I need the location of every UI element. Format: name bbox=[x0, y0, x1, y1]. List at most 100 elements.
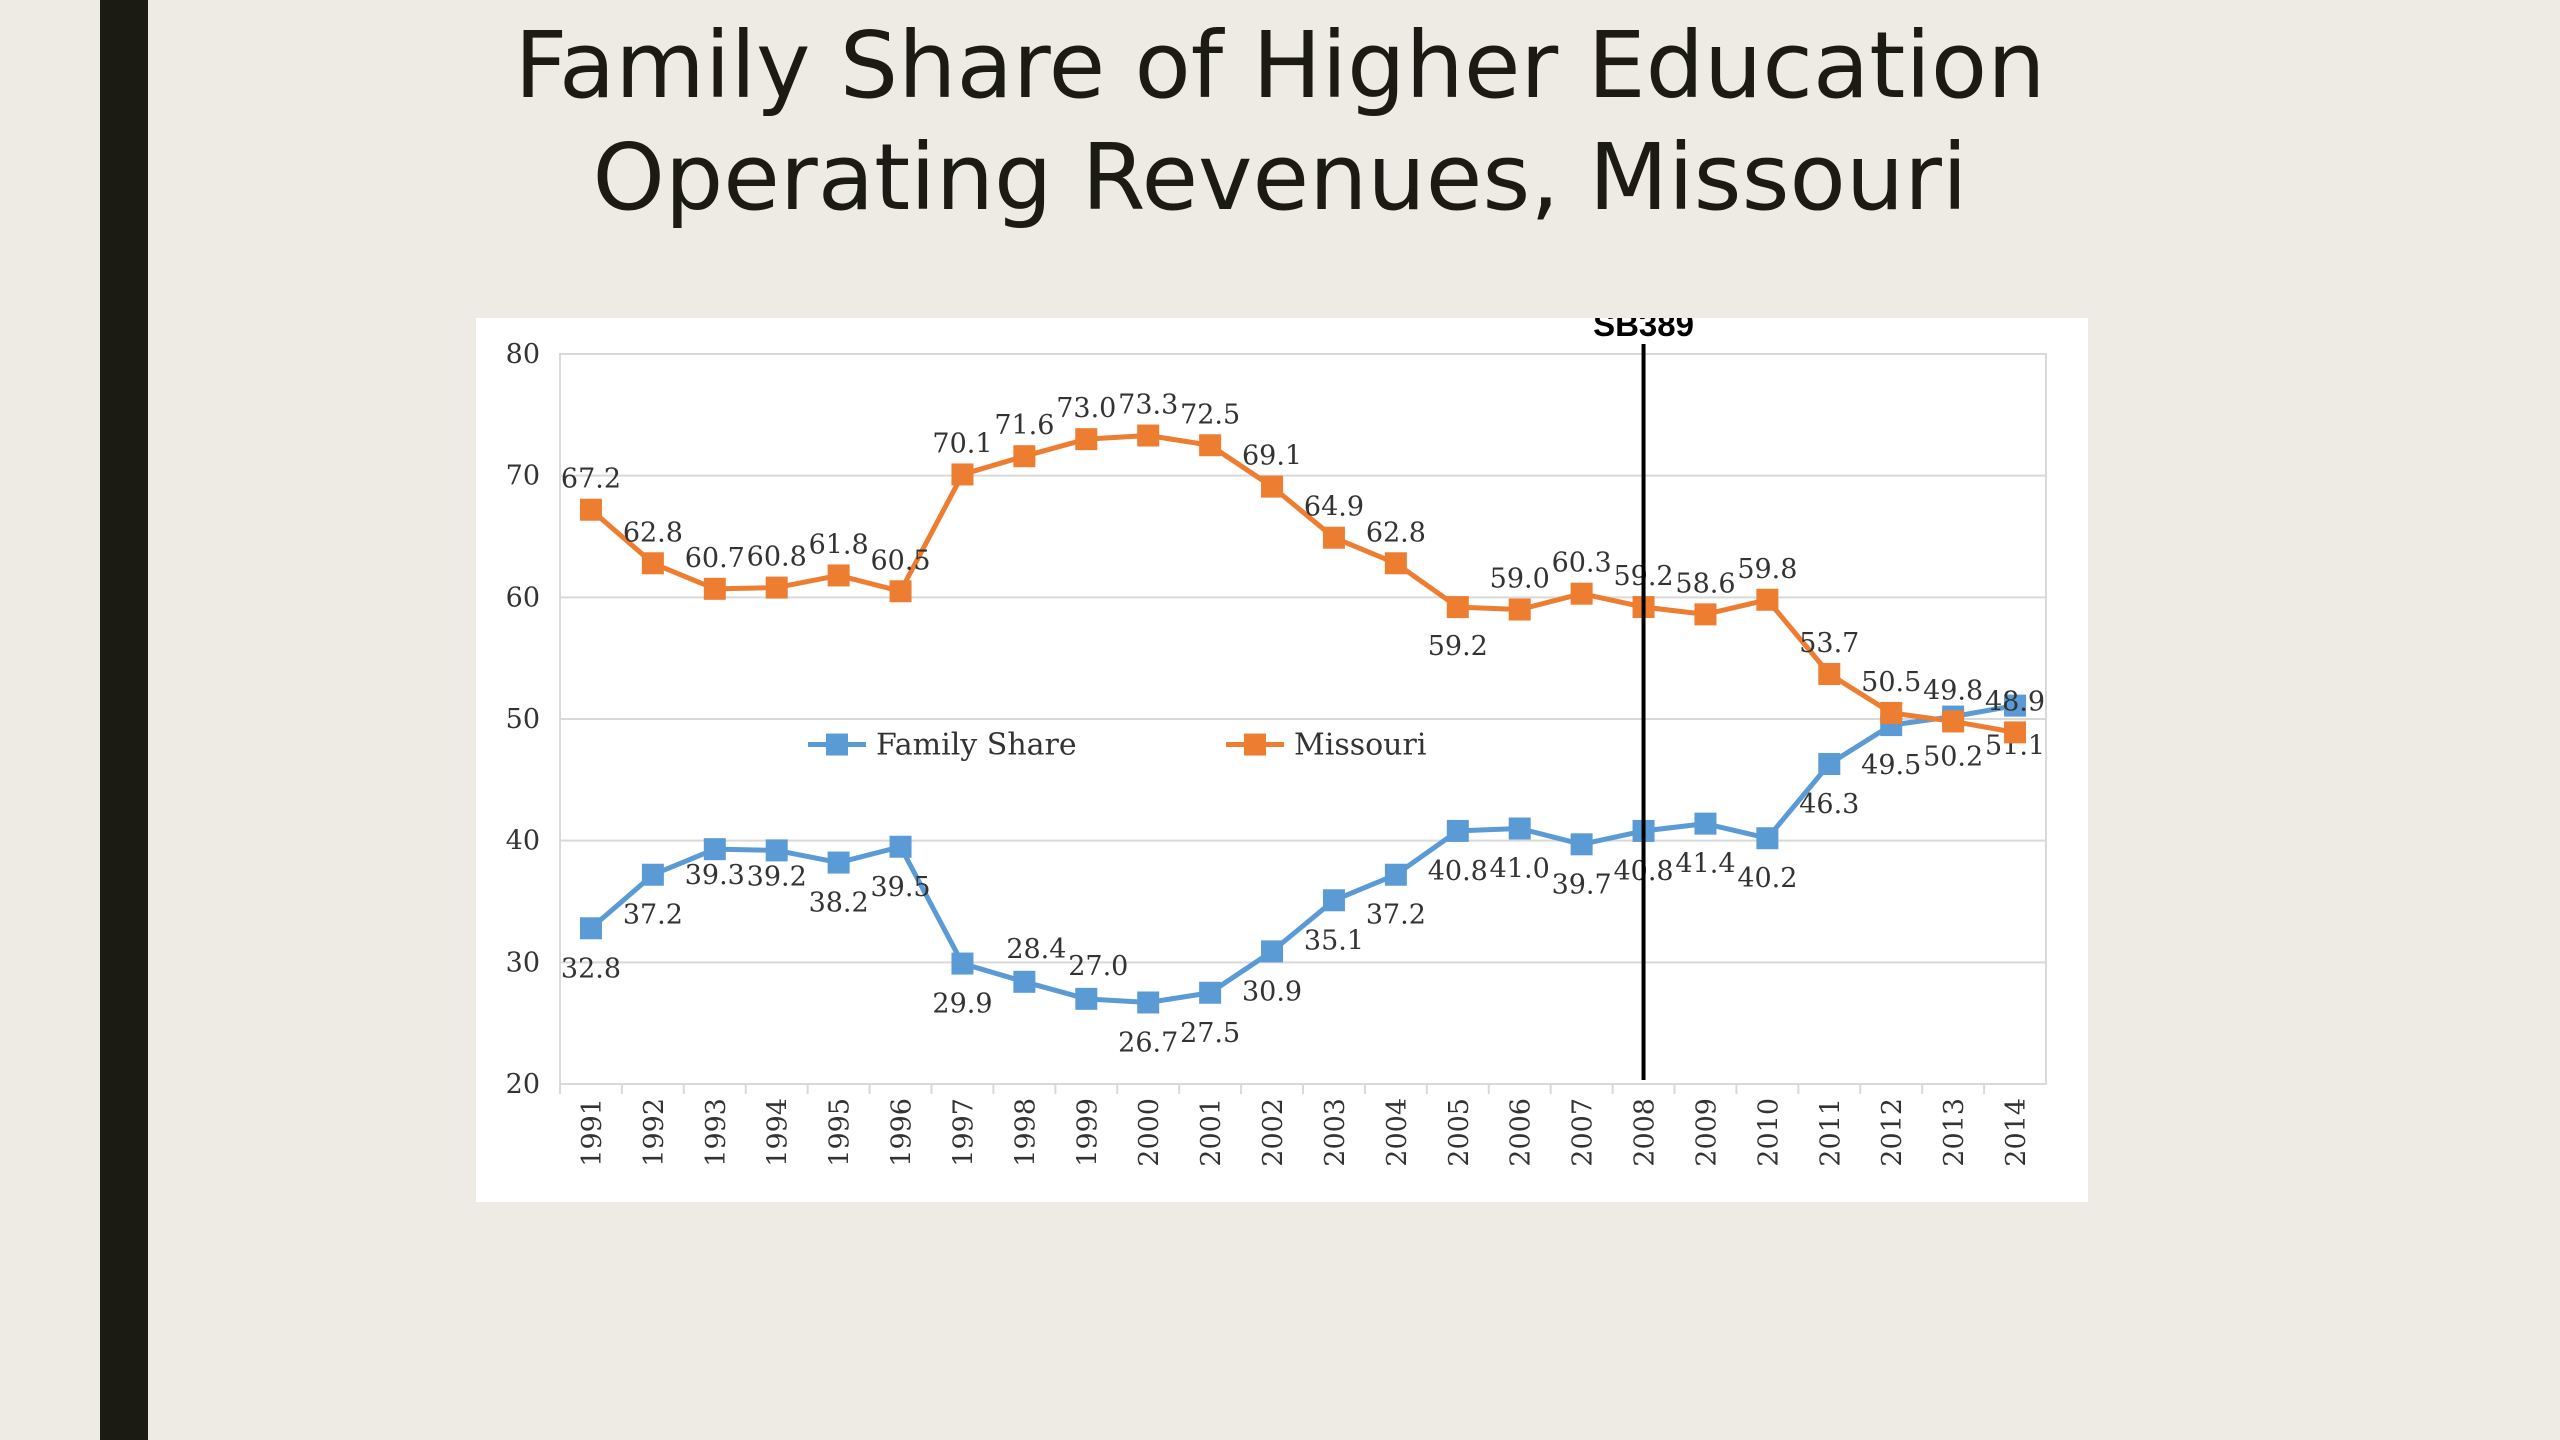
x-tick-label: 2014 bbox=[2001, 1098, 2032, 1167]
data-label-family-share: 46.3 bbox=[1799, 789, 1859, 820]
data-point-missouri bbox=[641, 552, 664, 575]
y-tick-label: 60 bbox=[506, 582, 540, 613]
data-point-missouri bbox=[2004, 721, 2027, 744]
data-point-missouri bbox=[827, 564, 850, 587]
y-tick-label: 20 bbox=[506, 1069, 540, 1100]
data-point-missouri bbox=[765, 576, 788, 599]
series-line-missouri bbox=[589, 433, 2016, 735]
data-point-missouri bbox=[1570, 582, 1593, 605]
x-tick-label: 2006 bbox=[1506, 1098, 1537, 1167]
data-point-missouri bbox=[1756, 588, 1779, 611]
legend-family-share-label: Family Share bbox=[876, 728, 1077, 763]
data-point-missouri bbox=[1261, 475, 1284, 498]
data-point-family-share bbox=[1199, 981, 1222, 1004]
data-label-missouri: 64.9 bbox=[1304, 492, 1364, 523]
x-tick-label: 2010 bbox=[1753, 1098, 1784, 1167]
y-tick-label: 70 bbox=[506, 461, 540, 492]
data-point-family-share bbox=[1694, 812, 1717, 835]
slide-title-line-1: Family Share of Higher Education bbox=[514, 12, 2046, 119]
x-tick-label: 2004 bbox=[1382, 1098, 1413, 1167]
slide-title-line-2: Operating Revenues, Missouri bbox=[592, 124, 1968, 231]
x-tick-label: 2001 bbox=[1196, 1098, 1227, 1167]
data-point-family-share bbox=[1075, 987, 1098, 1010]
x-tick-label: 2005 bbox=[1444, 1098, 1475, 1167]
data-label-missouri: 59.8 bbox=[1737, 554, 1797, 585]
data-label-family-share: 37.2 bbox=[623, 900, 683, 931]
data-label-missouri: 60.8 bbox=[747, 542, 807, 573]
y-tick-label: 50 bbox=[506, 704, 540, 735]
data-point-missouri bbox=[889, 580, 912, 603]
data-label-family-share: 41.0 bbox=[1490, 854, 1550, 885]
data-point-missouri bbox=[1446, 596, 1469, 619]
data-label-family-share: 27.5 bbox=[1180, 1018, 1240, 1049]
x-tick-label: 1999 bbox=[1072, 1098, 1103, 1167]
data-label-missouri: 50.5 bbox=[1861, 667, 1921, 698]
data-point-family-share bbox=[1446, 819, 1469, 842]
data-label-family-share: 39.7 bbox=[1552, 869, 1612, 900]
data-point-missouri bbox=[1942, 710, 1965, 733]
data-label-family-share: 30.9 bbox=[1242, 976, 1302, 1007]
data-label-missouri: 60.5 bbox=[870, 545, 930, 576]
data-point-family-share bbox=[2004, 694, 2027, 717]
data-label-missouri: 70.1 bbox=[932, 428, 992, 459]
data-point-family-share bbox=[703, 838, 726, 861]
x-tick-label: 2012 bbox=[1877, 1098, 1908, 1167]
data-label-family-share: 32.8 bbox=[561, 953, 621, 984]
data-label-family-share: 41.4 bbox=[1675, 849, 1735, 880]
x-tick-label: 1997 bbox=[948, 1098, 979, 1167]
y-tick-label: 80 bbox=[506, 339, 540, 370]
x-tick-label: 2011 bbox=[1815, 1098, 1846, 1167]
chart-panel: 20 30 40 50 60 70 80 1991 1992 1993 1994 1995 1996 19… bbox=[476, 318, 2088, 1202]
x-tick-label: 1996 bbox=[887, 1098, 918, 1167]
data-point-family-share bbox=[1508, 817, 1531, 840]
data-point-family-share bbox=[579, 917, 602, 940]
data-label-family-share: 49.5 bbox=[1861, 750, 1921, 781]
legend-missouri-marker bbox=[1244, 733, 1266, 756]
data-point-missouri bbox=[1384, 552, 1407, 575]
x-tick-label: 2013 bbox=[1939, 1098, 1970, 1167]
data-point-missouri bbox=[1013, 445, 1036, 468]
y-tick-label: 30 bbox=[506, 947, 540, 978]
data-label-missouri: 48.9 bbox=[1985, 686, 2045, 717]
data-label-family-share: 50.2 bbox=[1923, 742, 1983, 773]
data-point-missouri bbox=[951, 463, 974, 486]
data-point-family-share bbox=[1756, 827, 1779, 850]
data-point-family-share bbox=[1137, 991, 1160, 1014]
data-label-missouri: 53.7 bbox=[1799, 628, 1859, 659]
data-label-missouri: 71.6 bbox=[994, 410, 1054, 441]
data-label-missouri: 62.8 bbox=[1366, 517, 1426, 548]
x-tick-label: 2007 bbox=[1568, 1098, 1599, 1167]
y-tick-label: 40 bbox=[506, 826, 540, 857]
data-label-family-share: 27.0 bbox=[1068, 951, 1128, 982]
data-label-missouri: 60.3 bbox=[1552, 548, 1612, 579]
x-tick-label: 2000 bbox=[1134, 1098, 1165, 1167]
data-label-family-share: 39.2 bbox=[747, 861, 807, 892]
data-label-family-share: 40.2 bbox=[1737, 863, 1797, 894]
data-point-family-share bbox=[765, 839, 788, 862]
data-label-missouri: 59.2 bbox=[1428, 631, 1488, 662]
data-point-family-share bbox=[641, 863, 664, 886]
data-label-missouri: 59.0 bbox=[1490, 564, 1550, 595]
data-label-missouri: 72.5 bbox=[1180, 399, 1240, 430]
x-tick-label: 1992 bbox=[639, 1098, 670, 1167]
data-point-family-share bbox=[951, 952, 974, 975]
data-label-family-share: 38.2 bbox=[809, 888, 869, 919]
data-label-family-share: 35.1 bbox=[1304, 925, 1364, 956]
data-point-family-share bbox=[1570, 833, 1593, 856]
x-tick-label: 1995 bbox=[825, 1098, 856, 1167]
data-point-family-share bbox=[1384, 863, 1407, 886]
data-point-missouri bbox=[1694, 603, 1717, 626]
data-label-missouri: 67.2 bbox=[561, 464, 621, 495]
x-tick-label: 2002 bbox=[1258, 1098, 1289, 1167]
data-label-family-share: 37.2 bbox=[1366, 900, 1426, 931]
data-label-family-share: 39.3 bbox=[685, 860, 745, 891]
x-tick-label: 1994 bbox=[763, 1098, 794, 1167]
legend-missouri-label: Missouri bbox=[1294, 728, 1426, 763]
data-label-missouri: 62.8 bbox=[623, 517, 683, 548]
x-tick-label: 2008 bbox=[1630, 1098, 1661, 1167]
data-label-missouri: 49.8 bbox=[1923, 675, 1983, 706]
data-point-missouri bbox=[579, 498, 602, 521]
data-point-missouri bbox=[703, 577, 726, 600]
data-point-family-share bbox=[1322, 889, 1345, 912]
x-tick-label: 1998 bbox=[1010, 1098, 1041, 1167]
